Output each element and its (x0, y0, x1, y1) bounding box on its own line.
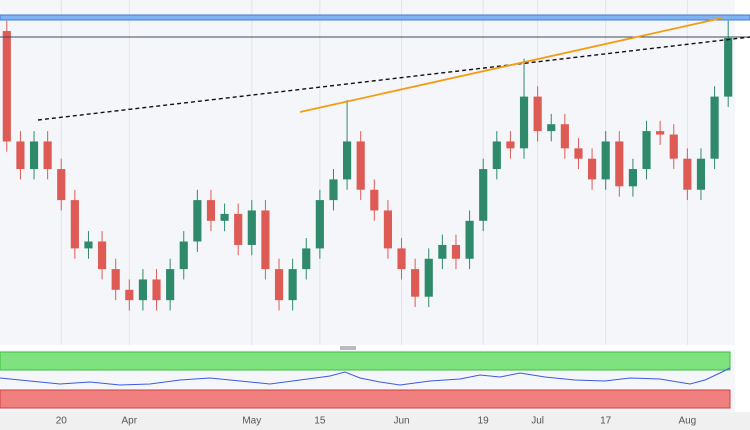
candle-body (547, 124, 556, 132)
candle-body (70, 200, 79, 249)
candle-body (656, 131, 665, 135)
x-tick-label: 17 (600, 416, 612, 427)
candle-body (574, 148, 583, 159)
candle-body (247, 210, 256, 245)
oversold-zone (0, 389, 731, 409)
plot-area (0, 0, 735, 345)
x-tick-label: Aug (678, 416, 696, 427)
candle-body (206, 200, 216, 221)
candle-body (138, 279, 147, 301)
x-tick-label: 20 (56, 416, 68, 427)
candle-body (57, 169, 66, 201)
candle-body (302, 248, 311, 270)
x-tick-label: 15 (314, 416, 326, 427)
candle-body (424, 258, 433, 297)
candle-body (329, 179, 338, 201)
candle-body (683, 158, 692, 190)
candle-body (29, 141, 39, 170)
candle-body (696, 158, 706, 190)
x-tick-label: May (242, 416, 261, 427)
candle-body (506, 141, 515, 149)
resistance-band (0, 14, 750, 21)
candle-body (383, 210, 392, 249)
candle-body (492, 141, 501, 170)
x-tick-label: Jul (531, 416, 544, 427)
candle-body (2, 31, 11, 142)
candle-body (370, 189, 379, 211)
candle-body (288, 269, 297, 301)
candle-body (274, 269, 284, 301)
support-trendline (37, 36, 750, 121)
candle-body (261, 210, 270, 270)
candle-body (479, 169, 488, 221)
candle-body (588, 158, 597, 180)
panel-handle[interactable] (340, 346, 356, 350)
candle-body (16, 141, 25, 170)
candle-body (642, 131, 651, 170)
candle-body (560, 124, 569, 149)
candle-body (193, 200, 202, 242)
candle-body (411, 269, 420, 297)
candle-body (438, 244, 447, 259)
candle-body (234, 213, 243, 245)
candle-body (451, 244, 461, 259)
candle-body (84, 241, 93, 249)
candle-body (125, 289, 134, 301)
x-tick-label: Jun (393, 416, 409, 427)
rsi-line (0, 367, 731, 386)
candle-body (111, 269, 120, 290)
candle-body (43, 141, 52, 170)
candle-body (356, 141, 365, 190)
overbought-zone (0, 351, 731, 371)
candle-body (343, 141, 352, 180)
candle-body (628, 169, 637, 187)
candle-body (315, 200, 324, 249)
resistance-trendline (299, 17, 723, 113)
candle-body (615, 141, 624, 187)
candle-body (166, 269, 175, 301)
candle-body (519, 96, 529, 149)
candle-body (397, 248, 406, 270)
x-tick-label: 19 (478, 416, 490, 427)
candle-body (98, 241, 107, 270)
candle-body (152, 279, 161, 301)
candle-body (669, 134, 678, 159)
candle-body (724, 37, 733, 97)
candle-body (465, 220, 474, 259)
candle-body (533, 96, 542, 132)
candle-body (179, 241, 188, 270)
x-axis-strip (0, 412, 750, 430)
candle-body (220, 213, 229, 221)
candle-body (601, 141, 610, 180)
candle-body (710, 96, 719, 159)
x-tick-label: Apr (122, 416, 138, 427)
